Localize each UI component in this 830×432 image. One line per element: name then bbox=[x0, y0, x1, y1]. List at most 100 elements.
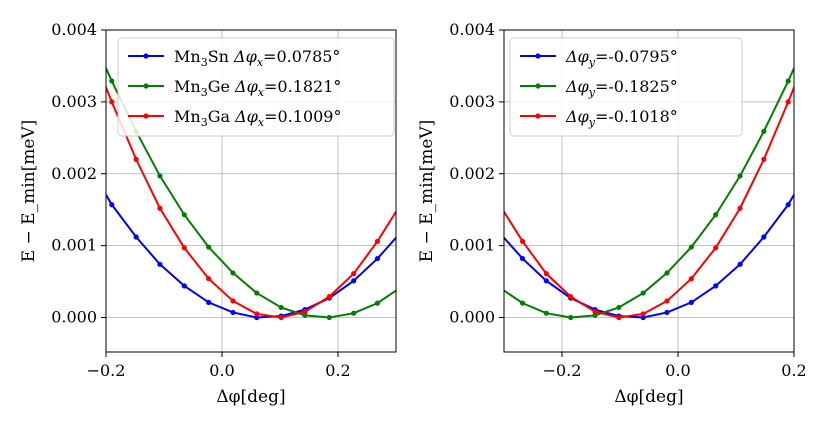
data-point bbox=[206, 244, 212, 250]
y-tick-label: 0.004 bbox=[449, 20, 495, 39]
legend-swatch-marker bbox=[535, 113, 541, 119]
legend: Mn3Sn Δφx=0.0785°Mn3Ge Δφx=0.1821°Mn3Ga … bbox=[117, 37, 395, 137]
y-tick-label: 0.000 bbox=[51, 308, 97, 327]
legend-label: Mn3Ge Δφx=0.1821° bbox=[174, 77, 341, 99]
x-tick-label: −0.2 bbox=[543, 361, 582, 380]
plot-area bbox=[496, 27, 814, 321]
legend-delta-sub: y bbox=[588, 116, 596, 129]
data-point bbox=[761, 234, 767, 240]
legend-formula: Mn bbox=[174, 107, 201, 126]
data-point bbox=[664, 309, 670, 316]
series-line-2 bbox=[106, 84, 396, 319]
series-line-0 bbox=[106, 192, 396, 319]
legend-item-2: Mn3Ga Δφx=0.1009° bbox=[128, 107, 341, 129]
y-tick-label: 0.001 bbox=[51, 236, 97, 255]
data-point bbox=[109, 202, 115, 208]
data-point bbox=[688, 299, 694, 306]
legend-formula-element: Ge bbox=[208, 77, 230, 96]
x-tick-label: 0.0 bbox=[209, 361, 234, 380]
data-point bbox=[543, 310, 549, 316]
legend-box bbox=[117, 37, 395, 137]
data-point bbox=[133, 156, 139, 162]
data-point bbox=[568, 314, 574, 321]
data-point bbox=[519, 300, 526, 306]
x-tick-label: −0.2 bbox=[87, 361, 126, 380]
series-line-1 bbox=[504, 65, 794, 319]
legend-delta-sub: x bbox=[258, 116, 265, 129]
data-point bbox=[302, 312, 308, 318]
legend-delta-sub: y bbox=[588, 56, 596, 69]
data-point bbox=[809, 27, 814, 32]
data-point bbox=[326, 314, 332, 321]
legend-formula-sub: 3 bbox=[201, 56, 208, 69]
data-point bbox=[181, 245, 187, 251]
x-tick-label: 0.2 bbox=[781, 361, 806, 380]
legend-formula: Mn bbox=[174, 77, 201, 96]
data-point bbox=[785, 78, 791, 84]
x-axis-label: Δφ[deg] bbox=[614, 387, 683, 407]
legend-value: =0.1009° bbox=[264, 107, 341, 126]
legend-delta-sub: y bbox=[588, 86, 596, 99]
x-tick-label: 0.2 bbox=[325, 361, 350, 380]
legend-item-2: Δφy=-0.1018° bbox=[520, 107, 678, 129]
legend-value: =0.0785° bbox=[263, 47, 340, 66]
legend-swatch-marker bbox=[535, 83, 541, 89]
data-point bbox=[206, 276, 212, 282]
data-point bbox=[616, 314, 622, 321]
data-point bbox=[399, 229, 404, 234]
legend-swatch-marker bbox=[535, 53, 541, 59]
y-tick-label: 0.002 bbox=[51, 164, 97, 183]
legend-item-1: Δφy=-0.1825° bbox=[520, 77, 678, 99]
data-point bbox=[326, 294, 332, 300]
data-point bbox=[543, 271, 549, 277]
legend-value: =-0.1018° bbox=[595, 107, 678, 126]
data-point bbox=[713, 245, 719, 251]
data-point bbox=[254, 290, 260, 296]
plot-area bbox=[106, 65, 404, 321]
legend-label: Mn3Ga Δφx=0.1009° bbox=[174, 107, 341, 129]
legend-box bbox=[509, 37, 743, 137]
y-axis-label: E − E_min[meV] bbox=[19, 120, 39, 263]
data-point bbox=[109, 78, 115, 84]
legend-value: =-0.0795° bbox=[595, 47, 678, 66]
data-point bbox=[133, 234, 139, 240]
series-line-1 bbox=[106, 65, 396, 319]
data-point bbox=[374, 238, 381, 244]
data-point bbox=[496, 200, 501, 205]
legend-value: =-0.1825° bbox=[595, 77, 678, 96]
data-point bbox=[254, 311, 260, 317]
data-point bbox=[592, 312, 598, 318]
legend-formula: Mn bbox=[174, 47, 201, 66]
legend-swatch-marker bbox=[143, 53, 149, 59]
data-point bbox=[592, 309, 598, 315]
data-point bbox=[543, 278, 549, 284]
data-point bbox=[737, 173, 743, 179]
data-point bbox=[254, 314, 260, 321]
data-point bbox=[519, 255, 526, 262]
legend-swatch-marker bbox=[143, 113, 149, 119]
y-axis-label: E − E_min[meV] bbox=[417, 120, 437, 263]
data-point bbox=[206, 299, 212, 306]
data-point bbox=[737, 261, 743, 267]
y-tick-label: 0.004 bbox=[51, 20, 97, 39]
y-tick-label: 0.000 bbox=[449, 308, 495, 327]
data-point bbox=[157, 261, 163, 267]
data-point bbox=[688, 276, 694, 282]
legend-formula-element: Ga bbox=[208, 107, 231, 126]
data-point bbox=[109, 99, 115, 105]
legend-delta: Δφ bbox=[234, 107, 259, 126]
x-axis-label: Δφ[deg] bbox=[216, 387, 285, 407]
data-point bbox=[519, 238, 526, 244]
data-point bbox=[278, 314, 284, 321]
data-point bbox=[664, 270, 670, 276]
data-point bbox=[374, 300, 381, 306]
data-point bbox=[230, 270, 236, 276]
y-tick-label: 0.003 bbox=[51, 92, 97, 111]
data-point bbox=[496, 284, 501, 289]
data-point bbox=[351, 278, 357, 284]
series-line-2 bbox=[504, 84, 794, 319]
data-point bbox=[713, 212, 719, 218]
chart-panel-right: −0.2 0.0 0.2 0.000 0.001 0.002 0.003 0.004 Δφ[de… bbox=[417, 20, 814, 407]
y-tick-label: 0.001 bbox=[449, 236, 495, 255]
legend: Δφy=-0.0795°Δφy=-0.1825°Δφy=-0.1018° bbox=[509, 37, 743, 137]
